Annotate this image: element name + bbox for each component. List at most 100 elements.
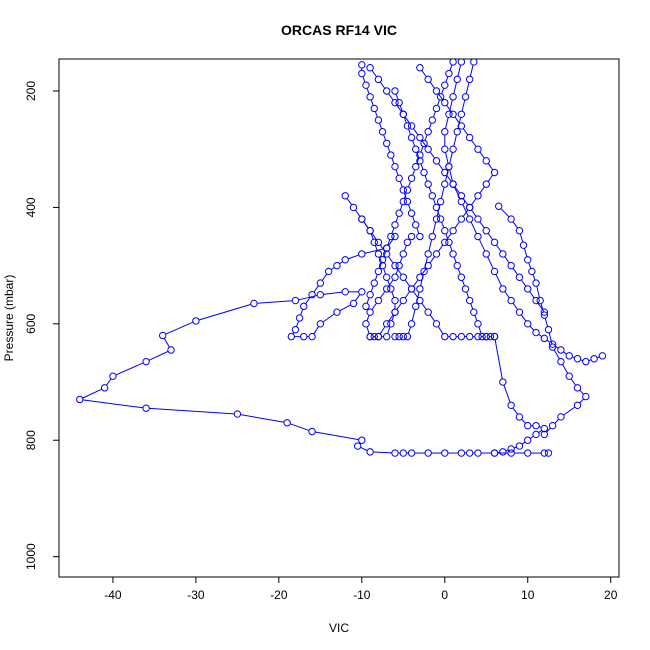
series-line-segment bbox=[322, 313, 335, 323]
series-line-segment bbox=[354, 209, 361, 217]
series-line-segment bbox=[387, 239, 391, 246]
series-line-segment bbox=[579, 398, 584, 404]
series-line-segment bbox=[399, 105, 403, 112]
data-point bbox=[515, 273, 524, 281]
series-line-segment bbox=[82, 399, 144, 409]
series-line-segment bbox=[470, 303, 474, 310]
series-line-segment bbox=[305, 297, 311, 305]
series-line-segment bbox=[82, 388, 102, 399]
data-point bbox=[428, 232, 437, 241]
data-point bbox=[349, 299, 358, 308]
data-point bbox=[436, 215, 445, 223]
data-point bbox=[370, 279, 378, 287]
series-line-segment bbox=[429, 314, 436, 322]
series-line-segment bbox=[540, 303, 544, 313]
series-line-segment bbox=[457, 268, 461, 275]
series-line-segment bbox=[366, 315, 370, 321]
data-point bbox=[291, 296, 300, 305]
data-point bbox=[362, 81, 370, 89]
series-line-segment bbox=[461, 99, 466, 112]
data-point bbox=[391, 162, 399, 171]
data-point bbox=[449, 110, 457, 118]
data-point bbox=[465, 75, 474, 84]
series-line-segment bbox=[366, 297, 370, 304]
series-line-segment bbox=[348, 254, 359, 260]
data-point bbox=[424, 75, 432, 84]
series-line-segment bbox=[503, 384, 511, 403]
data-point bbox=[457, 197, 466, 206]
series-line-segment bbox=[487, 256, 494, 269]
y-tick-label: 400 bbox=[24, 197, 38, 217]
data-point bbox=[445, 69, 453, 78]
series-line-segment bbox=[383, 134, 387, 141]
series-line-segment bbox=[563, 406, 576, 416]
series-line-segment bbox=[449, 245, 453, 252]
series-line-segment bbox=[370, 99, 374, 106]
data-point bbox=[424, 308, 432, 316]
plot-frame bbox=[58, 58, 620, 578]
series-line-segment bbox=[413, 128, 419, 136]
data-point bbox=[532, 430, 540, 439]
data-point bbox=[465, 449, 474, 457]
series-line-segment bbox=[408, 181, 411, 188]
series-line-segment bbox=[415, 291, 420, 304]
series-line-segment bbox=[379, 326, 386, 335]
data-point bbox=[424, 250, 432, 258]
series-line-segment bbox=[165, 321, 194, 335]
data-point bbox=[524, 436, 532, 444]
data-point bbox=[416, 157, 424, 165]
data-point bbox=[358, 288, 366, 296]
series-line-segment bbox=[424, 175, 428, 182]
series-line-segment bbox=[470, 221, 478, 234]
data-point bbox=[507, 449, 515, 457]
data-point bbox=[424, 449, 432, 457]
data-point bbox=[387, 151, 395, 159]
data-point bbox=[474, 332, 482, 341]
data-point bbox=[499, 378, 507, 386]
data-point bbox=[540, 449, 549, 457]
series-line-segment bbox=[546, 427, 551, 433]
series-line-segment bbox=[529, 291, 535, 299]
data-point bbox=[565, 372, 573, 380]
data-point bbox=[159, 331, 167, 340]
series-line-segment bbox=[420, 146, 424, 153]
data-point bbox=[457, 110, 466, 118]
data-point bbox=[474, 192, 482, 200]
series-line-segment bbox=[370, 285, 374, 292]
series-line-segment bbox=[432, 222, 437, 234]
series-10 bbox=[495, 202, 590, 439]
series-line-segment bbox=[374, 274, 378, 281]
data-point bbox=[524, 320, 532, 328]
data-point bbox=[416, 232, 424, 241]
series-line-segment bbox=[548, 332, 553, 345]
series-line-segment bbox=[536, 286, 540, 298]
data-point bbox=[453, 261, 461, 270]
series-line-segment bbox=[149, 407, 235, 415]
data-point bbox=[383, 273, 391, 281]
series-line-segment bbox=[428, 239, 433, 251]
series-layer bbox=[76, 59, 607, 457]
series-line-segment bbox=[440, 187, 445, 199]
series-line-segment bbox=[346, 198, 353, 206]
series-line-segment bbox=[366, 326, 370, 334]
series-line-segment bbox=[445, 152, 449, 164]
series-line-segment bbox=[437, 93, 444, 101]
data-point bbox=[436, 197, 445, 206]
data-point bbox=[407, 133, 416, 142]
series-line-segment bbox=[437, 99, 441, 106]
series-line-segment bbox=[432, 111, 436, 118]
data-point bbox=[441, 332, 449, 341]
series-line-segment bbox=[446, 233, 452, 241]
series-line-segment bbox=[374, 245, 378, 252]
data-point bbox=[532, 328, 540, 337]
series-line-segment bbox=[360, 446, 368, 451]
series-line-segment bbox=[453, 186, 461, 199]
data-point bbox=[403, 197, 412, 206]
data-point bbox=[316, 291, 325, 299]
data-point bbox=[100, 384, 109, 392]
series-line-segment bbox=[479, 186, 485, 194]
series-line-segment bbox=[424, 134, 428, 141]
data-point bbox=[449, 180, 457, 188]
data-point bbox=[295, 314, 304, 322]
